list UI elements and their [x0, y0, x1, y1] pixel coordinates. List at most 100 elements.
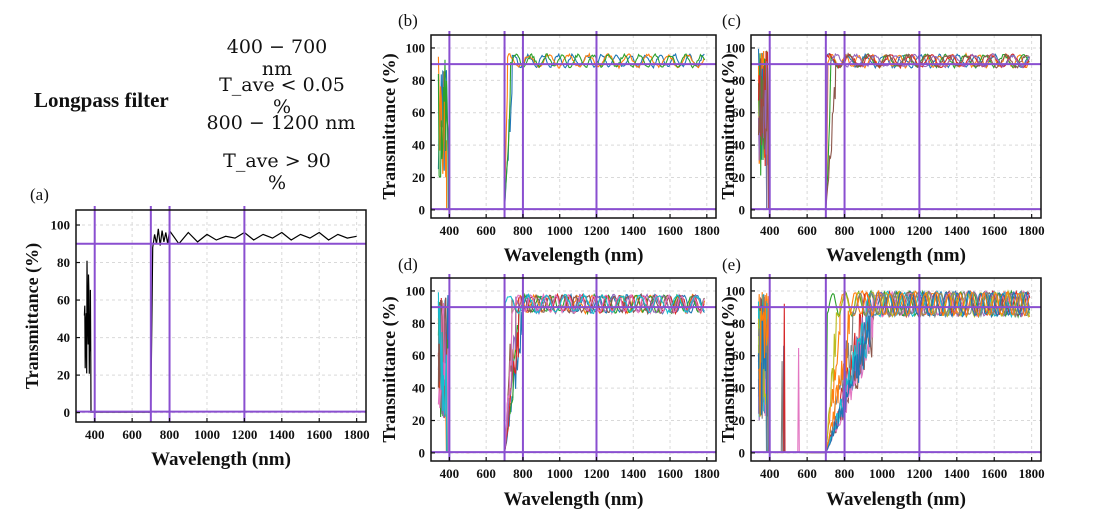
- y-tick-label: 20: [412, 170, 425, 185]
- panel-label: (d): [398, 255, 418, 274]
- y-axis-title: Transmittance (%): [379, 296, 400, 442]
- plot-frame: [75, 209, 367, 423]
- x-axis-title: Wavelength (nm): [151, 449, 291, 470]
- x-tick-label: 1000: [869, 223, 895, 238]
- series-group: [83, 228, 357, 413]
- y-tick-label: 0: [419, 445, 426, 460]
- x-tick-label: 1200: [231, 427, 257, 442]
- y-tick-label: 60: [732, 348, 745, 363]
- plot-frame: [750, 277, 1042, 462]
- y-tick-label: 80: [57, 255, 70, 270]
- plot-frame: [430, 277, 717, 462]
- transmittance-curve-1: [437, 52, 705, 211]
- x-tick-label: 600: [122, 427, 142, 442]
- x-tick-label: 1200: [906, 223, 932, 238]
- y-tick-label: 80: [412, 316, 425, 331]
- y-tick-label: 100: [726, 283, 746, 298]
- x-axis-title: Wavelength (nm): [504, 489, 644, 510]
- chart-panel-a: 400 600 800 1000 1200 1400 1600 1800 0 20 40 60 80 10…: [22, 185, 370, 470]
- x-tick-label: 400: [760, 223, 780, 238]
- x-tick-label: 1400: [944, 466, 970, 481]
- panel-label: (e): [722, 255, 741, 274]
- x-tick-label: 1200: [583, 223, 609, 238]
- y-tick-label: 60: [732, 105, 745, 120]
- y-tick-label: 60: [412, 348, 425, 363]
- x-tick-label: 1000: [547, 466, 573, 481]
- y-tick-label: 100: [726, 40, 746, 55]
- y-tick-label: 20: [57, 368, 70, 383]
- x-tick-label: 1200: [906, 466, 932, 481]
- y-tick-label: 40: [412, 138, 425, 153]
- y-tick-label: 40: [732, 138, 745, 153]
- x-tick-label: 1400: [269, 427, 295, 442]
- x-tick-label: 1600: [657, 466, 683, 481]
- series-group: [757, 48, 1031, 212]
- transmittance-curve-2: [437, 293, 706, 454]
- y-axis-title: Transmittance (%): [718, 53, 739, 199]
- x-tick-label: 1800: [1019, 223, 1045, 238]
- x-tick-label: 800: [513, 223, 533, 238]
- chart-panel-b: 400 600 800 1000 1200 1400 1600 1800 0 20 40 60 80 10…: [379, 11, 720, 266]
- x-tick-label: 400: [85, 427, 105, 442]
- y-tick-label: 40: [732, 381, 745, 396]
- x-tick-label: 1000: [547, 223, 573, 238]
- y-tick-label: 20: [732, 170, 745, 185]
- x-axis-title: Wavelength (nm): [826, 489, 966, 510]
- y-tick-label: 40: [412, 381, 425, 396]
- x-tick-label: 1600: [306, 427, 332, 442]
- y-tick-label: 80: [412, 73, 425, 88]
- panel-label: (c): [722, 11, 741, 30]
- x-tick-label: 1000: [194, 427, 220, 442]
- x-tick-label: 400: [760, 466, 780, 481]
- transmittance-curve-3: [437, 292, 705, 454]
- y-tick-label: 20: [412, 413, 425, 428]
- y-tick-label: 60: [57, 293, 70, 308]
- x-axis-title: Wavelength (nm): [826, 245, 966, 266]
- panel-label: (b): [398, 11, 418, 30]
- spec-line-4: T_ave > 90 %: [223, 150, 331, 194]
- transmittance-curve: [83, 228, 357, 413]
- y-tick-label: 0: [739, 445, 746, 460]
- x-tick-label: 1800: [1019, 466, 1045, 481]
- transmittance-curve-3: [757, 50, 1030, 212]
- x-tick-label: 800: [835, 223, 855, 238]
- y-tick-label: 0: [419, 202, 426, 217]
- y-tick-label: 60: [412, 105, 425, 120]
- series-group: [437, 292, 706, 455]
- x-tick-label: 1800: [694, 466, 720, 481]
- spec-line-3: 800 − 1200 nm: [206, 112, 356, 134]
- y-tick-label: 100: [406, 283, 426, 298]
- transmittance-curve-5: [757, 53, 1031, 212]
- x-tick-label: 1600: [981, 466, 1007, 481]
- spec-line-2: T_ave < 0.05 %: [219, 74, 345, 118]
- panel-label: (a): [30, 185, 49, 204]
- y-tick-label: 80: [732, 73, 745, 88]
- chart-panel-e: 400 600 800 1000 1200 1400 1600 1800 0 20 40 60 80 10…: [718, 255, 1045, 510]
- x-tick-label: 1800: [694, 223, 720, 238]
- x-tick-label: 1000: [869, 466, 895, 481]
- transmittance-curve-1: [757, 48, 1030, 211]
- plot-frame: [430, 34, 717, 219]
- x-tick-label: 800: [160, 427, 180, 442]
- transmittance-curve-8: [437, 292, 705, 455]
- y-tick-label: 100: [406, 40, 426, 55]
- x-axis-title: Wavelength (nm): [504, 245, 644, 266]
- x-tick-label: 1400: [944, 223, 970, 238]
- x-tick-label: 600: [797, 466, 817, 481]
- series-group: [757, 289, 1031, 455]
- transmittance-curve-2: [757, 50, 1030, 211]
- x-tick-label: 600: [476, 223, 496, 238]
- y-axis-title: Transmittance (%): [718, 296, 739, 442]
- transmittance-curve-3: [437, 52, 706, 211]
- transmittance-curve-5: [437, 293, 705, 455]
- transmittance-curve-6: [757, 52, 1029, 211]
- transmittance-curve-6: [437, 292, 705, 455]
- series-group: [437, 52, 706, 212]
- spec-line-1: 400 − 700 nm: [226, 36, 328, 80]
- plot-frame: [750, 34, 1042, 219]
- x-tick-label: 1600: [657, 223, 683, 238]
- y-tick-label: 40: [57, 330, 70, 345]
- x-tick-label: 800: [513, 466, 533, 481]
- y-axis-title: Transmittance (%): [22, 243, 43, 389]
